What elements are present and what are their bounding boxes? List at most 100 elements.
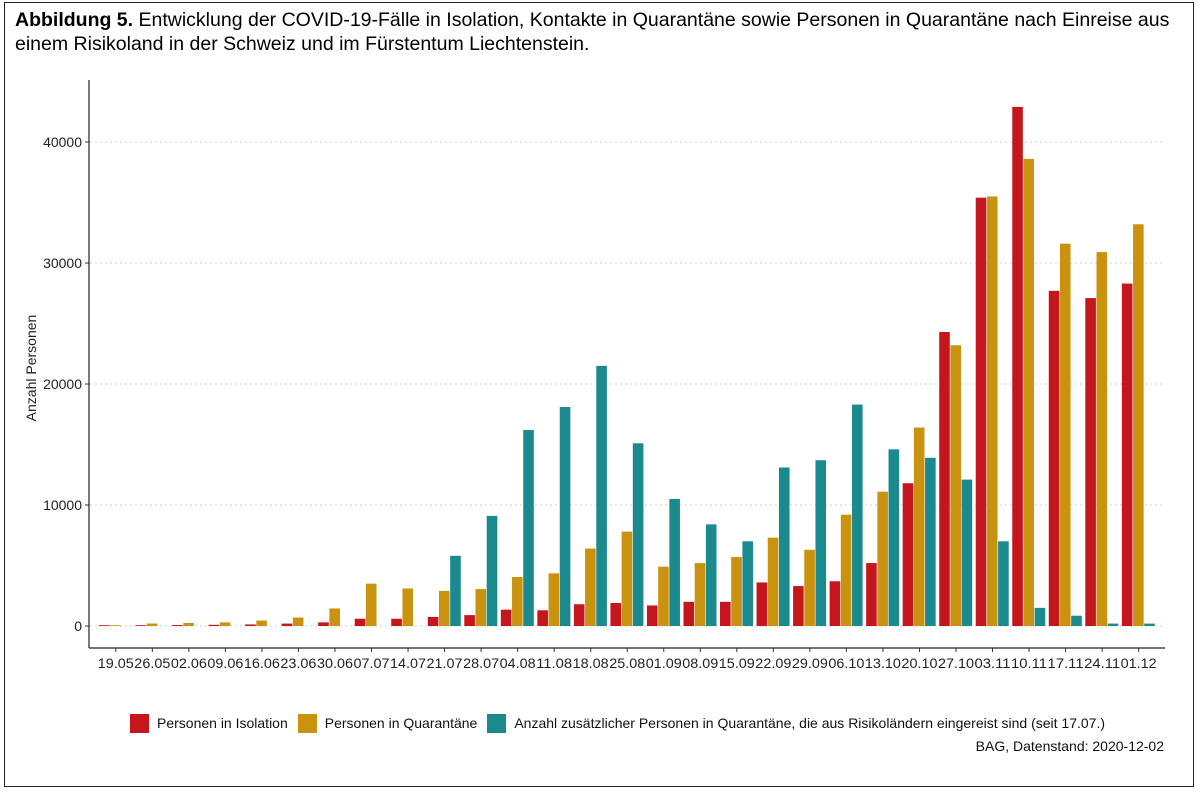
bar-isolation bbox=[1048, 290, 1060, 626]
y-tick-label: 20000 bbox=[43, 376, 82, 392]
x-tick-label: 14.07 bbox=[390, 655, 426, 671]
bar-risikolaender bbox=[559, 406, 571, 626]
bar-risikolaender bbox=[523, 429, 534, 626]
x-tick-label: 30.06 bbox=[317, 655, 353, 671]
bar-isolation bbox=[646, 605, 658, 626]
bar-isolation bbox=[1012, 106, 1023, 626]
x-tick-label: 04.08 bbox=[500, 655, 536, 671]
bar-isolation bbox=[537, 610, 548, 626]
y-tick-label: 0 bbox=[74, 618, 82, 634]
bar-quarantaene bbox=[402, 588, 414, 626]
y-axis-label: Anzahl Personen bbox=[23, 315, 39, 422]
bar-quarantaene bbox=[986, 196, 998, 626]
figure-label: Abbildung 5. bbox=[15, 9, 134, 31]
bar-quarantaene bbox=[219, 622, 231, 626]
x-tick-label: 02.06 bbox=[171, 655, 207, 671]
bar-risikolaender bbox=[815, 460, 827, 626]
bar-isolation bbox=[939, 331, 950, 626]
bar-quarantaene bbox=[146, 623, 158, 626]
bar-isolation bbox=[793, 586, 804, 626]
x-tick-label: 29.09 bbox=[792, 655, 828, 671]
bar-isolation bbox=[756, 582, 768, 626]
bar-risikolaender bbox=[1034, 607, 1046, 626]
bar-quarantaene bbox=[585, 548, 596, 626]
bar-quarantaene bbox=[1023, 158, 1035, 626]
bar-isolation bbox=[720, 601, 731, 626]
x-tick-label: 17.11 bbox=[1048, 655, 1084, 671]
x-tick-label: 24.11 bbox=[1084, 655, 1120, 671]
bar-quarantaene bbox=[292, 617, 304, 626]
legend-label-quarantaene: Personen in Quarantäne bbox=[324, 715, 478, 731]
bar-quarantaene bbox=[1133, 224, 1144, 626]
legend-swatch-quarantaene bbox=[297, 713, 317, 733]
bar-quarantaene bbox=[256, 620, 267, 626]
x-tick-label: 18.08 bbox=[573, 655, 609, 671]
bar-isolation bbox=[464, 615, 475, 626]
bar-quarantaene bbox=[621, 531, 633, 626]
x-tick-label: 13.10 bbox=[865, 655, 901, 671]
bar-risikolaender bbox=[888, 449, 900, 626]
x-tick-label: 25.08 bbox=[609, 655, 645, 671]
legend-label-risikolaender: Anzahl zusätzlicher Personen in Quarantä… bbox=[514, 715, 1105, 731]
bar-risikolaender bbox=[669, 498, 680, 626]
bar-quarantaene bbox=[183, 622, 194, 626]
bar-risikolaender bbox=[705, 524, 717, 626]
bar-isolation bbox=[573, 604, 585, 626]
bar-quarantaene bbox=[877, 491, 888, 626]
legend-swatch-isolation bbox=[130, 713, 149, 733]
bar-isolation bbox=[1085, 298, 1096, 626]
bar-isolation bbox=[172, 625, 183, 626]
bar-quarantaene bbox=[731, 557, 742, 626]
bar-quarantaene bbox=[512, 576, 523, 626]
y-tick-label: 40000 bbox=[43, 134, 82, 150]
x-tick-label: 15.09 bbox=[719, 655, 755, 671]
legend-item-quarantaene: Personen in Quarantäne bbox=[297, 713, 478, 733]
bar-isolation bbox=[135, 625, 147, 626]
x-tick-label: 03.11 bbox=[975, 655, 1011, 671]
bar-isolation bbox=[975, 197, 987, 626]
bar-risikolaender bbox=[925, 457, 936, 626]
bar-isolation bbox=[427, 616, 439, 626]
y-tick-label: 10000 bbox=[43, 497, 82, 513]
legend-label-isolation: Personen in Isolation bbox=[157, 715, 288, 731]
x-tick-label: 20.10 bbox=[901, 655, 937, 671]
bar-quarantaene bbox=[548, 573, 560, 626]
bar-isolation bbox=[354, 618, 366, 626]
x-tick-label: 27.10 bbox=[938, 655, 974, 671]
x-tick-label: 28.07 bbox=[463, 655, 499, 671]
bar-isolation bbox=[866, 563, 877, 626]
bar-isolation bbox=[281, 623, 293, 626]
bar-quarantaene bbox=[438, 590, 450, 626]
bar-isolation bbox=[318, 622, 329, 626]
x-tick-label: 11.08 bbox=[536, 655, 572, 671]
bar-risikolaender bbox=[632, 443, 644, 626]
bar-quarantaene bbox=[804, 549, 815, 626]
figure-title-text: Entwicklung der COVID-19-Fälle in Isolat… bbox=[15, 9, 1170, 55]
data-source-note: BAG, Datenstand: 2020-12-02 bbox=[975, 738, 1164, 754]
x-tick-label: 22.09 bbox=[755, 655, 791, 671]
bar-isolation bbox=[829, 581, 841, 626]
x-tick-label: 09.06 bbox=[207, 655, 243, 671]
bar-quarantaene bbox=[840, 514, 852, 626]
bar-risikolaender bbox=[486, 515, 498, 626]
bar-quarantaene bbox=[1096, 252, 1108, 627]
bar-quarantaene bbox=[365, 583, 377, 626]
bar-risikolaender bbox=[450, 555, 461, 626]
bar-risikolaender bbox=[596, 365, 607, 626]
y-tick-label: 30000 bbox=[43, 255, 82, 271]
bar-quarantaene bbox=[913, 427, 925, 626]
bar-isolation bbox=[902, 483, 914, 626]
bar-risikolaender bbox=[961, 479, 973, 626]
bar-isolation bbox=[610, 603, 622, 626]
x-tick-label: 01.09 bbox=[646, 655, 682, 671]
bar-risikolaender bbox=[742, 541, 754, 626]
bar-isolation bbox=[1121, 283, 1133, 626]
legend-item-risikolaender: Anzahl zusätzlicher Personen in Quarantä… bbox=[487, 713, 1105, 733]
x-tick-label: 19.05 bbox=[98, 655, 134, 671]
x-tick-label: 16.06 bbox=[244, 655, 280, 671]
x-tick-label: 01.12 bbox=[1121, 655, 1157, 671]
bar-isolation bbox=[683, 601, 695, 626]
bar-quarantaene bbox=[950, 345, 961, 626]
figure-title: Abbildung 5. Entwicklung der COVID-19-Fä… bbox=[15, 8, 1185, 56]
bar-risikolaender bbox=[998, 541, 1009, 626]
